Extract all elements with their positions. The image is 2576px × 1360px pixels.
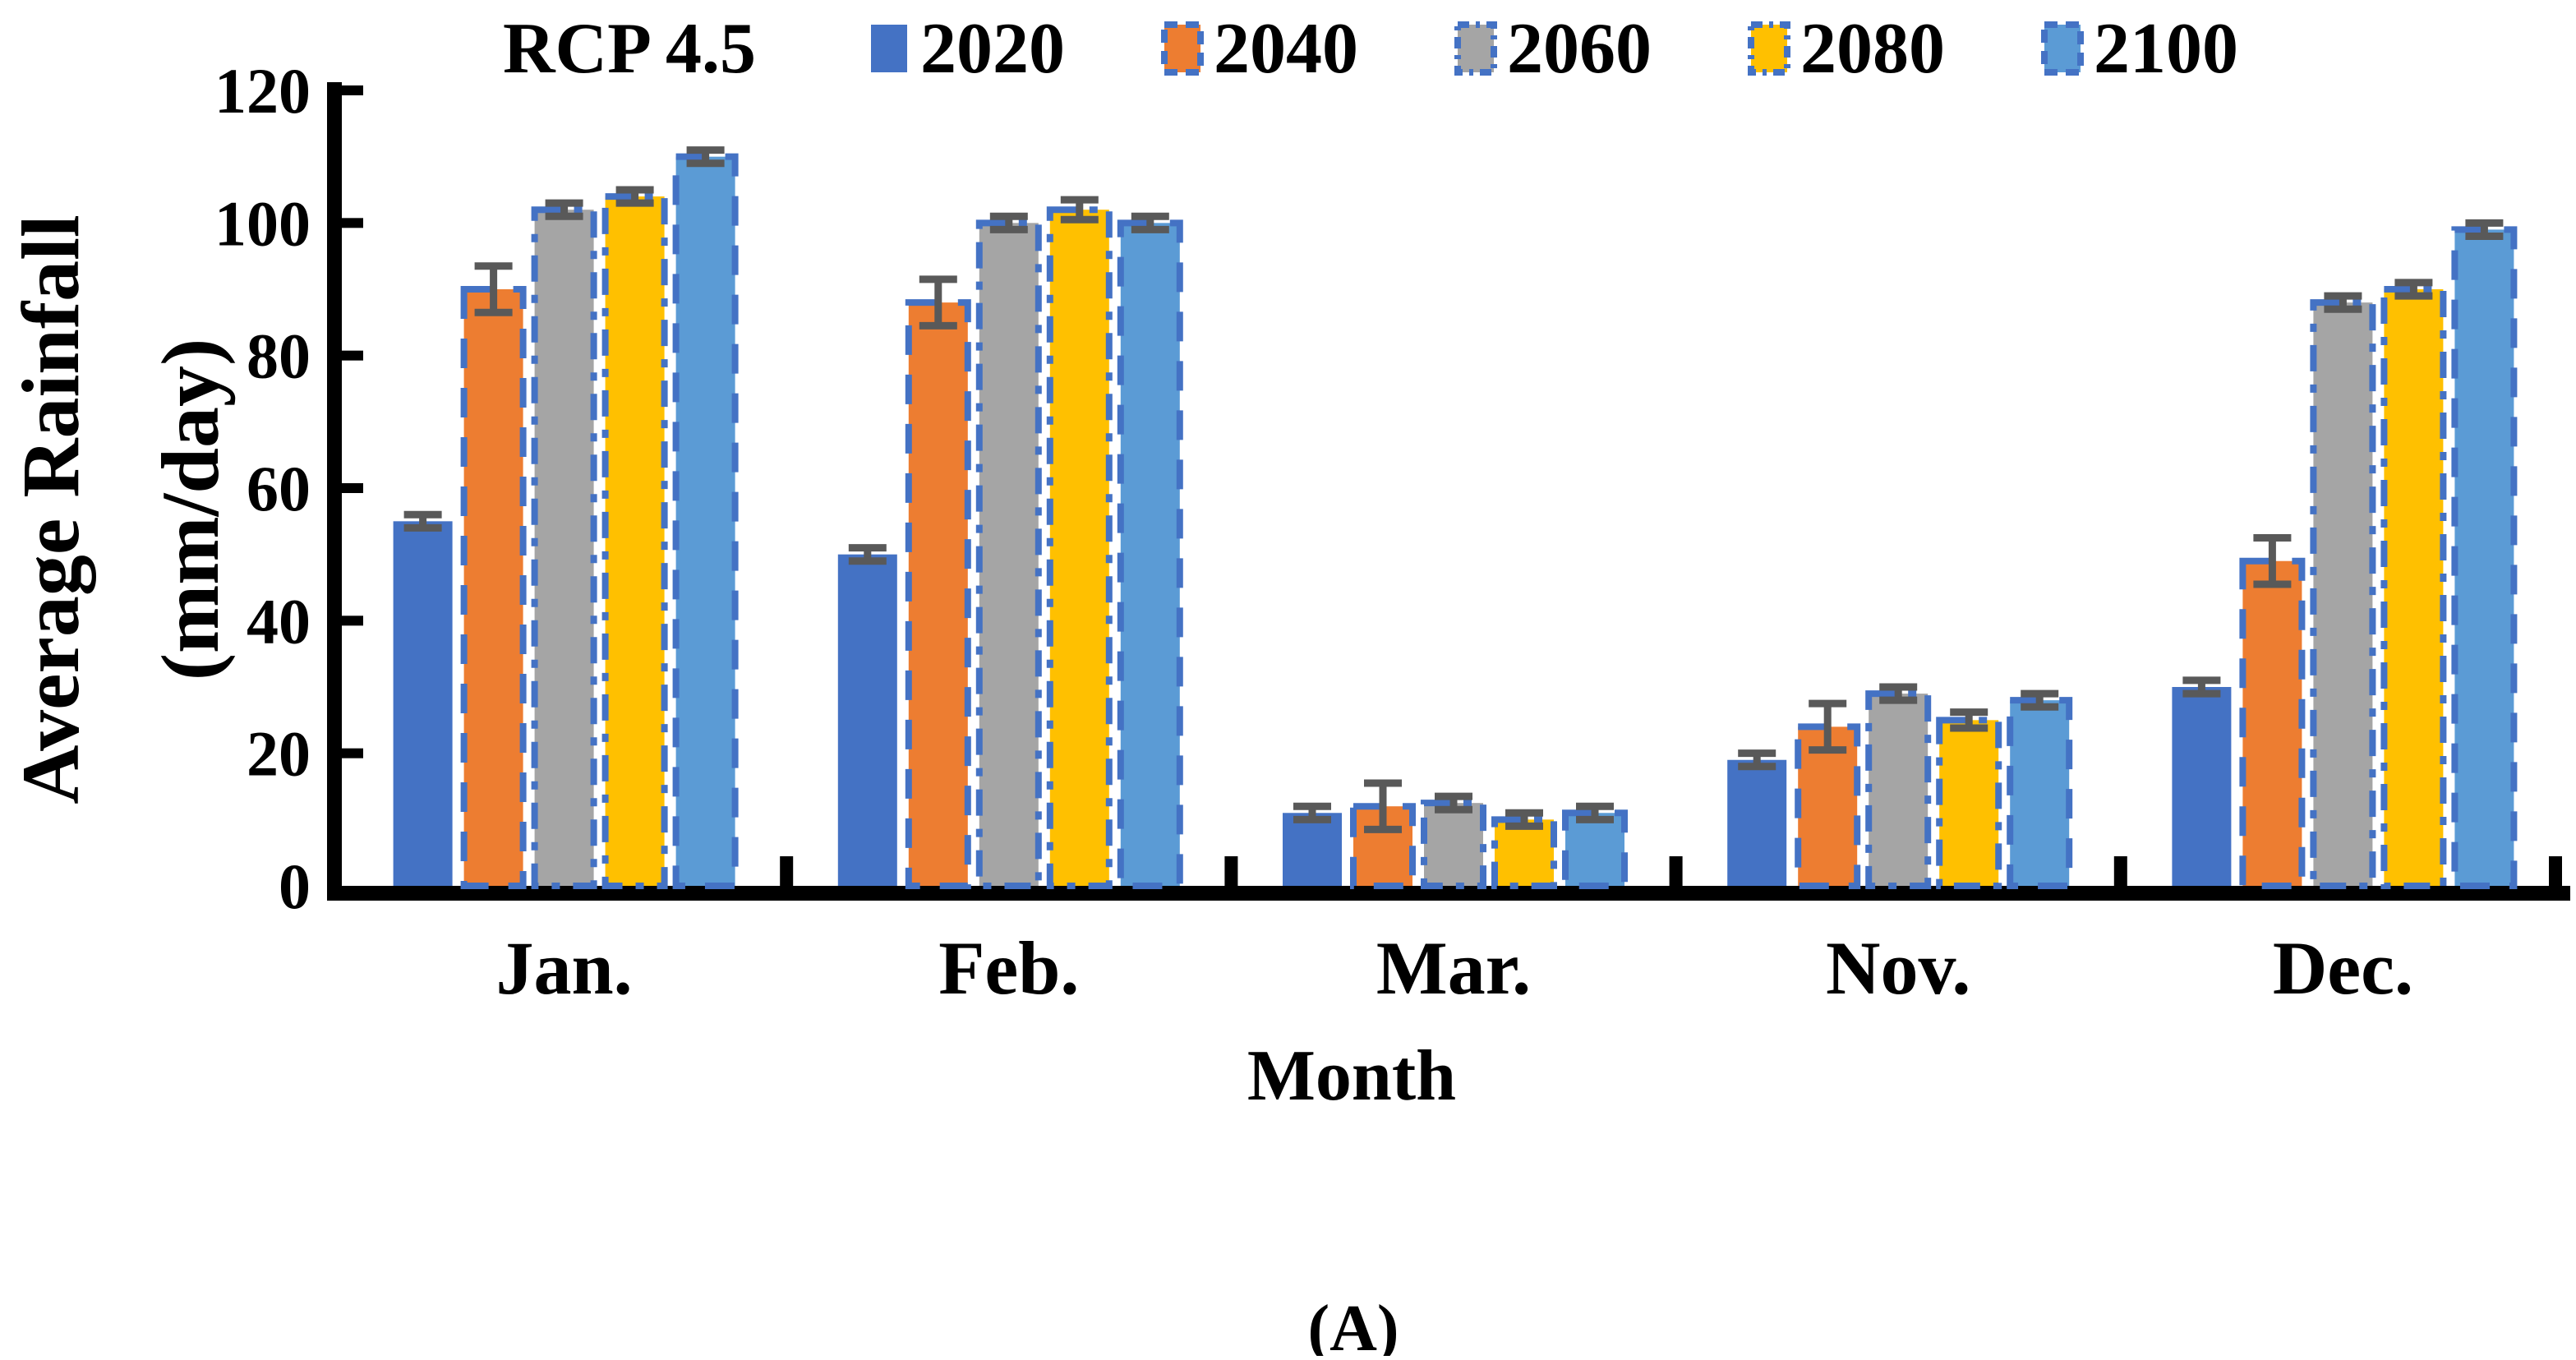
bar-2100-Feb bbox=[1120, 223, 1180, 886]
error-bar-2100-Jan bbox=[686, 146, 725, 168]
error-bar-2020-Mar bbox=[1293, 802, 1331, 823]
error-bar-2100-Feb bbox=[1131, 212, 1169, 233]
y-axis-tick bbox=[342, 615, 363, 626]
x-axis-tick bbox=[780, 856, 794, 886]
y-axis-tick bbox=[342, 350, 363, 361]
legend-swatch-border-2080 bbox=[1748, 21, 1790, 76]
bar-2020-Nov bbox=[1727, 759, 1787, 886]
error-bar-2100-Mar bbox=[1576, 802, 1614, 823]
bar-2080-Feb bbox=[1049, 210, 1109, 886]
legend-label-2080: 2080 bbox=[1800, 9, 1945, 89]
bar-2040-Feb bbox=[908, 302, 968, 887]
error-bar-2020-Jan bbox=[403, 510, 442, 532]
legend-swatch-border-2060 bbox=[1454, 21, 1497, 76]
y-axis-title-line2: (mm/day) bbox=[145, 339, 236, 681]
y-tick-label: 40 bbox=[247, 585, 311, 657]
y-tick-label: 80 bbox=[247, 320, 311, 392]
bar-2080-Mar bbox=[1495, 819, 1554, 886]
bar-2040-Dec bbox=[2242, 560, 2302, 886]
x-axis-tick bbox=[1224, 856, 1238, 886]
error-bar-2060-Nov bbox=[1879, 683, 1918, 704]
y-tick-label: 0 bbox=[279, 851, 311, 922]
legend-label-2060: 2060 bbox=[1507, 9, 1652, 89]
x-axis-line bbox=[327, 886, 2570, 901]
error-bar-2040-Nov bbox=[1809, 699, 1847, 754]
y-axis-title-line1: Average Rainfall bbox=[5, 214, 96, 804]
error-bar-2040-Mar bbox=[1364, 779, 1402, 833]
legend-label-2020: 2020 bbox=[920, 9, 1065, 89]
y-tick-label: 100 bbox=[214, 187, 311, 259]
bar-2060-Jan bbox=[534, 210, 594, 886]
bar-2060-Feb bbox=[979, 223, 1039, 886]
y-tick-label: 60 bbox=[247, 453, 311, 524]
y-axis-tick bbox=[342, 85, 363, 95]
legend-swatch-2040 bbox=[1164, 25, 1200, 72]
error-bar-2080-Nov bbox=[1950, 708, 1988, 732]
y-axis-tick bbox=[342, 483, 363, 493]
legend-swatch-2020 bbox=[871, 25, 907, 72]
error-bar-2080-Dec bbox=[2394, 279, 2433, 300]
chart-title: RCP 4.5 bbox=[503, 9, 756, 89]
bar-2080-Dec bbox=[2384, 289, 2444, 886]
error-bar-2020-Dec bbox=[2182, 676, 2221, 698]
bar-2020-Mar bbox=[1283, 813, 1342, 886]
panel-caption: (A) bbox=[1307, 1293, 1399, 1356]
x-tick-label-Jan: Jan. bbox=[496, 926, 633, 1010]
error-bar-2060-Jan bbox=[545, 199, 583, 220]
bar-2100-Mar bbox=[1565, 813, 1624, 886]
error-bar-2040-Feb bbox=[919, 275, 957, 330]
bar-border-2060-Feb bbox=[975, 219, 1042, 890]
bar-2100-Nov bbox=[2010, 700, 2070, 886]
bar-2020-Feb bbox=[837, 554, 897, 886]
bar-2100-Jan bbox=[675, 156, 735, 886]
x-axis-tick bbox=[1669, 856, 1683, 886]
y-axis-tick bbox=[342, 748, 363, 758]
bar-2040-Jan bbox=[463, 289, 523, 886]
x-axis-tick bbox=[2549, 856, 2562, 886]
legend-swatch-2080 bbox=[1751, 25, 1787, 72]
error-bar-2040-Jan bbox=[474, 262, 513, 316]
error-bar-2080-Jan bbox=[615, 186, 654, 207]
x-tick-label-Feb: Feb. bbox=[938, 926, 1079, 1010]
error-bar-2040-Dec bbox=[2253, 534, 2292, 588]
x-axis-title: Month bbox=[1247, 1036, 1456, 1116]
bar-border-2060-Dec bbox=[2310, 299, 2376, 889]
bar-border-2080-Nov bbox=[1936, 717, 2002, 889]
x-axis-tick bbox=[2113, 856, 2127, 886]
error-bar-2060-Feb bbox=[989, 212, 1028, 233]
error-bar-2020-Nov bbox=[1738, 749, 1776, 771]
bar-border-2060-Nov bbox=[1865, 690, 1932, 889]
error-bar-2080-Feb bbox=[1060, 196, 1099, 224]
bar-2060-Nov bbox=[1869, 694, 1929, 886]
bar-2060-Mar bbox=[1424, 803, 1483, 886]
legend-swatch-2060 bbox=[1458, 25, 1494, 72]
bar-border-2060-Mar bbox=[1421, 800, 1486, 890]
error-bar-2080-Mar bbox=[1505, 809, 1543, 830]
bar-2100-Dec bbox=[2454, 229, 2514, 886]
bar-2020-Dec bbox=[2172, 687, 2232, 886]
bar-2080-Jan bbox=[605, 196, 665, 887]
y-axis-tick bbox=[342, 218, 363, 228]
bar-2020-Jan bbox=[393, 521, 453, 886]
x-tick-label-Nov: Nov. bbox=[1826, 926, 1970, 1010]
legend-label-2040: 2040 bbox=[1214, 9, 1358, 89]
y-tick-label: 20 bbox=[247, 718, 311, 790]
error-bar-2060-Dec bbox=[2324, 292, 2362, 313]
error-bar-2020-Feb bbox=[848, 544, 887, 565]
error-bar-2100-Nov bbox=[2021, 689, 2059, 711]
error-bar-2100-Dec bbox=[2465, 219, 2504, 240]
y-tick-label: 120 bbox=[214, 55, 311, 127]
bar-border-2080-Dec bbox=[2380, 286, 2447, 889]
x-tick-label-Mar: Mar. bbox=[1376, 926, 1531, 1010]
x-tick-label-Dec: Dec. bbox=[2273, 926, 2413, 1010]
bar-2060-Dec bbox=[2313, 302, 2373, 887]
legend-label-2100: 2100 bbox=[2094, 9, 2238, 89]
bar-2080-Nov bbox=[1939, 720, 1999, 886]
error-bar-2060-Mar bbox=[1435, 792, 1472, 814]
y-axis-line bbox=[327, 82, 342, 901]
legend-swatch-2100 bbox=[2044, 25, 2081, 72]
